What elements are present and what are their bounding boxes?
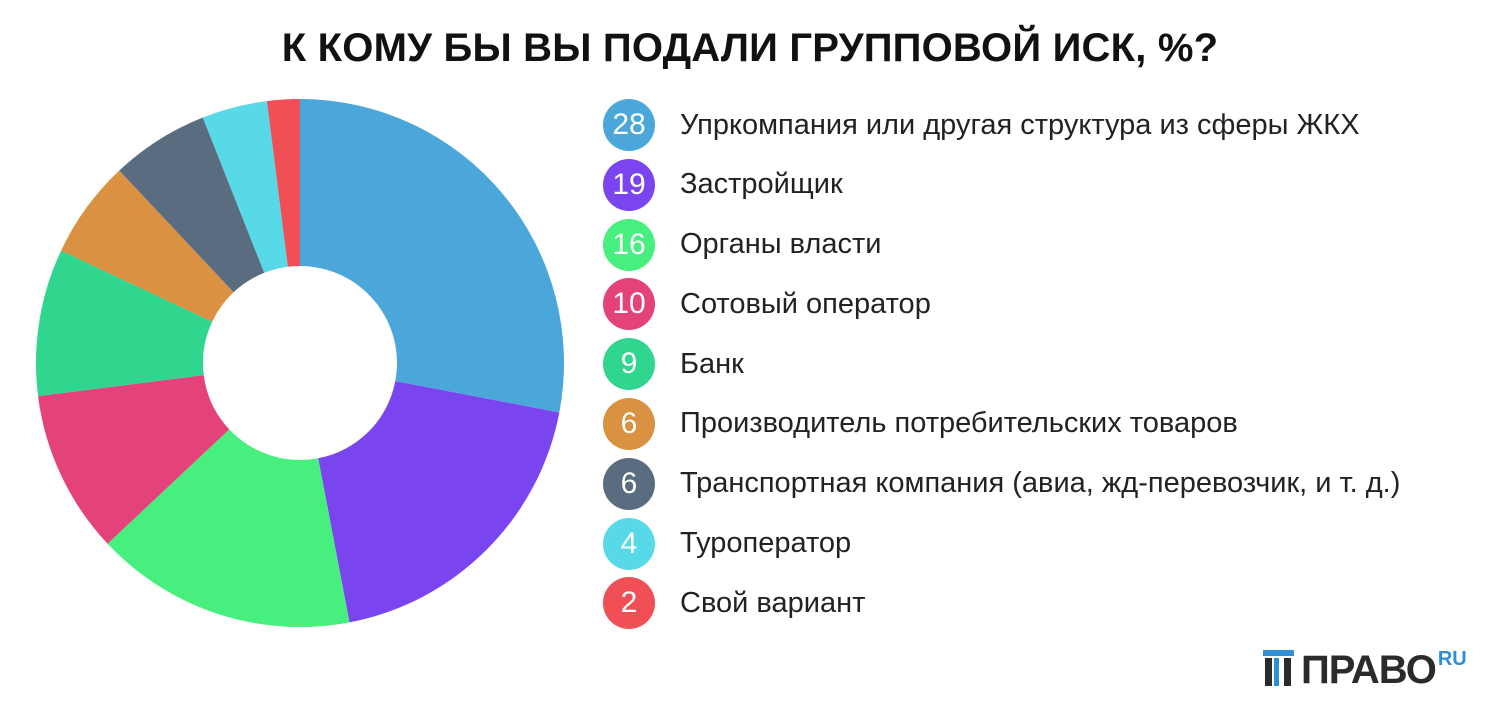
chart-legend: 28 Упркомпания или другая структура из сф… xyxy=(603,99,1400,637)
legend-label: Транспортная компания (авиа, жд-перевозч… xyxy=(680,467,1401,500)
pravo-logo-icon xyxy=(1263,650,1294,686)
chart-title: К КОМУ БЫ ВЫ ПОДАЛИ ГРУППОВОЙ ИСК, %? xyxy=(281,26,1219,70)
legend-item: 10 Сотовый оператор xyxy=(603,278,1400,331)
donut-slice-7 xyxy=(119,117,265,293)
donut-slice-6 xyxy=(61,170,234,322)
donut-slice-8 xyxy=(202,101,288,273)
legend-value-badge: 9 xyxy=(603,338,655,391)
legend-value-badge: 6 xyxy=(603,397,655,450)
legend-value-badge: 19 xyxy=(603,158,655,211)
logo-word: ПРАВО xyxy=(1301,648,1437,692)
legend-value-badge: 16 xyxy=(603,218,655,271)
legend-item: 16 Органы власти xyxy=(603,218,1400,271)
donut-slice-2 xyxy=(318,381,560,623)
donut-slice-4 xyxy=(38,375,230,544)
legend-label: Застройщик xyxy=(680,168,843,201)
pravo-ru-logo: ПРАВО RU xyxy=(1262,648,1467,692)
legend-label: Банк xyxy=(680,347,744,380)
legend-item: 6 Производитель потребительских товаров xyxy=(603,397,1400,450)
legend-label: Сотовый оператор xyxy=(680,287,931,320)
legend-label: Органы власти xyxy=(680,228,882,261)
legend-item: 9 Банк xyxy=(603,338,1400,391)
donut-chart xyxy=(35,99,564,627)
legend-item: 6 Транспортная компания (авиа, жд-перевоз… xyxy=(603,457,1401,510)
legend-value-badge: 10 xyxy=(603,278,655,331)
legend-label: Свой вариант xyxy=(680,586,866,619)
legend-item: 2 Свой вариант xyxy=(603,577,1400,630)
donut-slice-3 xyxy=(107,429,350,627)
donut-slice-5 xyxy=(35,250,213,397)
legend-value-badge: 6 xyxy=(603,457,655,510)
logo-suffix: RU xyxy=(1437,648,1467,670)
legend-label: Производитель потребительских товаров xyxy=(680,407,1238,440)
legend-value-badge: 4 xyxy=(603,517,655,570)
legend-value-badge: 28 xyxy=(603,99,655,151)
legend-item: 4 Туроператор xyxy=(603,517,1400,570)
donut-slice-1 xyxy=(300,99,564,413)
donut-slice-9 xyxy=(266,99,300,267)
legend-value-badge: 2 xyxy=(603,577,655,630)
legend-label: Туроператор xyxy=(680,527,852,560)
legend-label: Упркомпания или другая структура из сфер… xyxy=(680,108,1360,141)
legend-item: 19 Застройщик xyxy=(603,158,1400,211)
legend-item: 28 Упркомпания или другая структура из сф… xyxy=(603,99,1400,151)
